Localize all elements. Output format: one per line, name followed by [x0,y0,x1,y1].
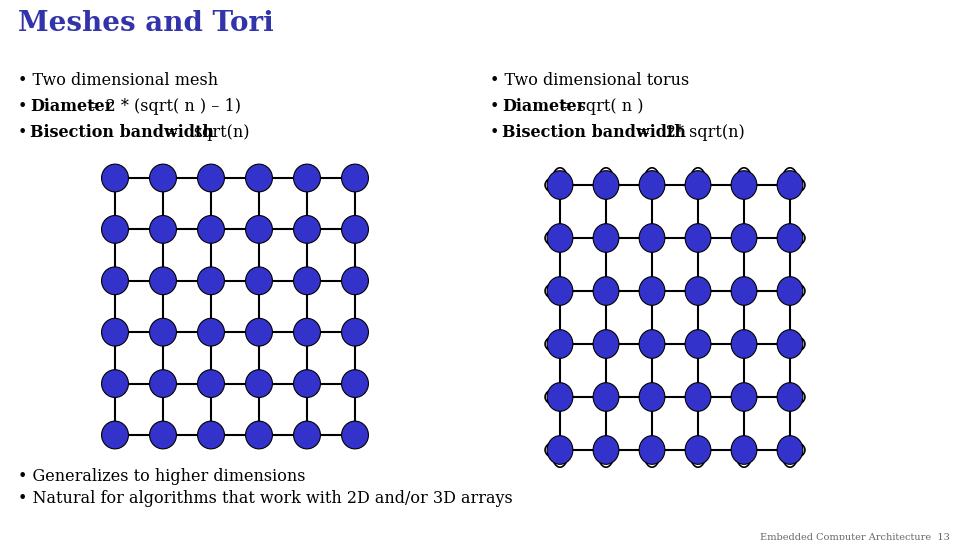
Text: Diameter: Diameter [502,98,586,115]
Ellipse shape [246,421,273,449]
Ellipse shape [150,318,177,346]
Ellipse shape [102,267,129,295]
Ellipse shape [294,215,321,244]
Ellipse shape [198,164,225,192]
Text: •: • [18,124,33,141]
Ellipse shape [777,383,803,411]
Ellipse shape [593,436,619,464]
Ellipse shape [294,318,321,346]
Text: Bisection bandwidth: Bisection bandwidth [502,124,686,141]
Ellipse shape [639,383,665,411]
Ellipse shape [246,318,273,346]
Ellipse shape [246,164,273,192]
Ellipse shape [198,267,225,295]
Ellipse shape [342,421,369,449]
Ellipse shape [639,224,665,252]
Ellipse shape [102,318,129,346]
Ellipse shape [732,276,756,305]
Ellipse shape [246,215,273,244]
Ellipse shape [102,215,129,244]
Ellipse shape [639,330,665,359]
Text: = sqrt( n ): = sqrt( n ) [559,98,643,115]
Ellipse shape [198,421,225,449]
Ellipse shape [593,330,619,359]
Text: •: • [490,124,505,141]
Ellipse shape [732,383,756,411]
Ellipse shape [198,215,225,244]
Ellipse shape [777,436,803,464]
Ellipse shape [102,370,129,397]
Ellipse shape [732,171,756,199]
Ellipse shape [246,370,273,397]
Ellipse shape [547,436,573,464]
Ellipse shape [593,224,619,252]
Ellipse shape [685,330,710,359]
Ellipse shape [685,276,710,305]
Ellipse shape [342,370,369,397]
Ellipse shape [777,276,803,305]
Text: = 2 * (sqrt( n ) – 1): = 2 * (sqrt( n ) – 1) [86,98,241,115]
Ellipse shape [547,330,573,359]
Ellipse shape [732,224,756,252]
Ellipse shape [639,436,665,464]
Text: •: • [490,98,505,115]
Ellipse shape [294,164,321,192]
Text: • Two dimensional torus: • Two dimensional torus [490,72,689,89]
Ellipse shape [102,164,129,192]
Text: • Generalizes to higher dimensions: • Generalizes to higher dimensions [18,468,305,485]
Ellipse shape [547,383,573,411]
Ellipse shape [294,421,321,449]
Ellipse shape [547,171,573,199]
Ellipse shape [150,215,177,244]
Ellipse shape [593,383,619,411]
Ellipse shape [777,224,803,252]
Ellipse shape [685,224,710,252]
Ellipse shape [777,171,803,199]
Ellipse shape [150,267,177,295]
Text: Bisection bandwidth: Bisection bandwidth [30,124,214,141]
Ellipse shape [294,370,321,397]
Ellipse shape [639,276,665,305]
Ellipse shape [150,421,177,449]
Ellipse shape [342,318,369,346]
Ellipse shape [198,370,225,397]
Ellipse shape [150,370,177,397]
Ellipse shape [342,164,369,192]
Ellipse shape [547,224,573,252]
Ellipse shape [547,276,573,305]
Text: • Two dimensional mesh: • Two dimensional mesh [18,72,218,89]
Ellipse shape [102,421,129,449]
Ellipse shape [593,171,619,199]
Text: Diameter: Diameter [30,98,113,115]
Ellipse shape [685,383,710,411]
Ellipse shape [777,330,803,359]
Text: =   sqrt(n): = sqrt(n) [165,124,250,141]
Ellipse shape [593,276,619,305]
Ellipse shape [685,436,710,464]
Ellipse shape [294,267,321,295]
Text: Embedded Computer Architecture  13: Embedded Computer Architecture 13 [760,533,950,540]
Ellipse shape [342,215,369,244]
Ellipse shape [246,267,273,295]
Text: •: • [18,98,33,115]
Ellipse shape [150,164,177,192]
Ellipse shape [732,330,756,359]
Text: Meshes and Tori: Meshes and Tori [18,10,274,37]
Ellipse shape [732,436,756,464]
Ellipse shape [639,171,665,199]
Text: • Natural for algorithms that work with 2D and/or 3D arrays: • Natural for algorithms that work with … [18,490,513,507]
Text: =   2* sqrt(n): = 2* sqrt(n) [636,124,745,141]
Ellipse shape [198,318,225,346]
Ellipse shape [685,171,710,199]
Ellipse shape [342,267,369,295]
